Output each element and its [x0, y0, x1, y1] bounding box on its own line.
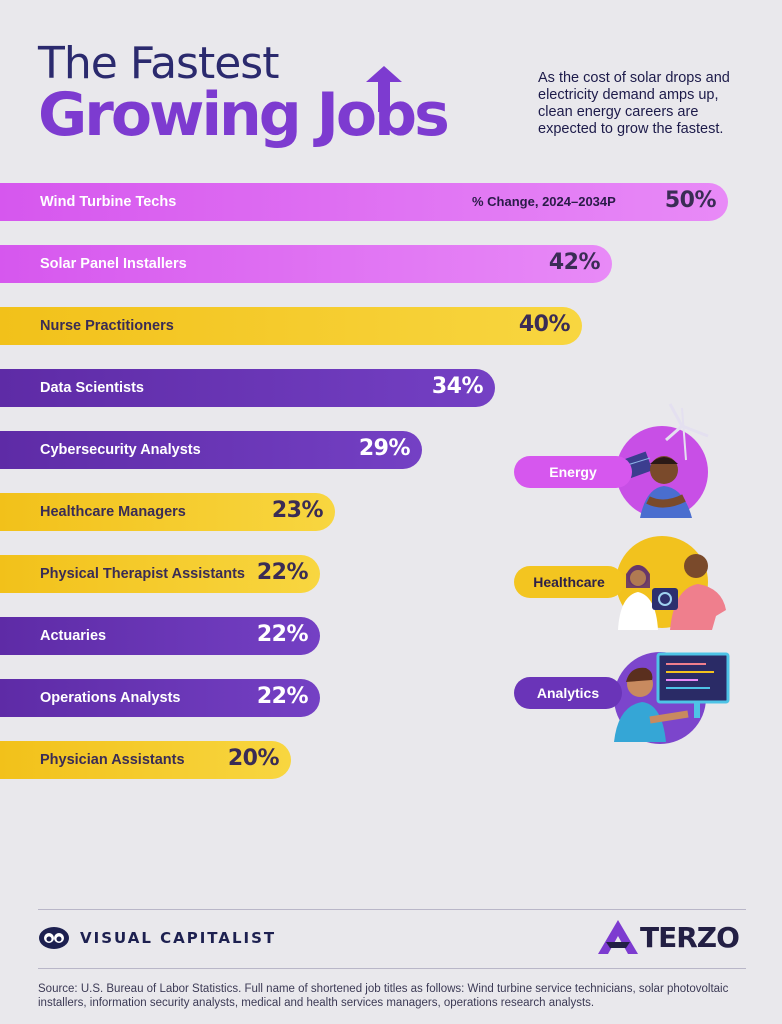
bar-healthcare-managers: Healthcare Managers 23%	[0, 493, 335, 531]
bar-cybersecurity-analysts: Cybersecurity Analysts 29%	[0, 431, 422, 469]
bar-label: Physical Therapist Assistants	[40, 566, 245, 582]
visual-capitalist-logo: VISUAL CAPITALIST	[38, 926, 276, 950]
bar-value-label: 42%	[548, 250, 601, 275]
bar-physical-therapist-assistants: Physical Therapist Assistants 22%	[0, 555, 320, 593]
legend-analytics: Analytics	[514, 677, 622, 709]
bar-label: Data Scientists	[40, 380, 144, 396]
bar-nurse-practitioners: Nurse Practitioners 40%	[0, 307, 582, 345]
bar-value-label: 22%	[256, 622, 309, 647]
bar-label: Operations Analysts	[40, 690, 181, 706]
bar-value-label: 50%	[664, 188, 717, 213]
bar-label: Healthcare Managers	[40, 504, 186, 520]
value-axis-label: % Change, 2024–2034P	[472, 194, 616, 209]
legend-healthcare: Healthcare	[514, 566, 624, 598]
bar-label: Actuaries	[40, 628, 107, 644]
healthcare-workers-illustration	[616, 536, 726, 630]
bar-label: Solar Panel Installers	[40, 256, 187, 272]
bar-label: Nurse Practitioners	[40, 318, 174, 334]
bar-operations-analysts: Operations Analysts 22%	[0, 679, 320, 717]
terzo-logo: TERZO	[598, 920, 740, 954]
visual-capitalist-wordmark: VISUAL CAPITALIST	[80, 929, 277, 947]
bar-data-scientists: Data Scientists 34%	[0, 369, 495, 407]
bar-value-label: 22%	[256, 560, 309, 585]
bar-label: Wind Turbine Techs	[40, 194, 177, 210]
bar-wind-turbine-techs: Wind Turbine Techs 50%	[0, 183, 728, 221]
bar-value-label: 34%	[431, 374, 484, 399]
terzo-wordmark: TERZO	[640, 920, 740, 954]
up-arrow-icon	[366, 66, 402, 112]
bar-label: Physician Assistants	[40, 752, 185, 768]
bar-value-label: 20%	[227, 746, 280, 771]
bar-value-label: 40%	[518, 312, 571, 337]
analytics-worker-illustration	[614, 652, 730, 744]
subtitle: As the cost of solar drops and electrici…	[538, 70, 730, 137]
bar-actuaries: Actuaries 22%	[0, 617, 320, 655]
legend-energy: Energy	[514, 456, 632, 488]
bar-value-label: 22%	[256, 684, 309, 709]
bar-value-label: 23%	[271, 498, 324, 523]
vc-emblem-icon	[39, 927, 69, 949]
bar-physician-assistants: Physician Assistants 20%	[0, 741, 291, 779]
title-line-1: The Fastest	[38, 38, 279, 89]
bar-value-label: 29%	[358, 436, 411, 461]
terzo-emblem-icon	[598, 920, 638, 954]
footer-divider-top	[38, 909, 746, 910]
footer-divider-bottom	[38, 968, 746, 969]
source-note: Source: U.S. Bureau of Labor Statistics.…	[38, 983, 729, 1009]
bar-label: Cybersecurity Analysts	[40, 442, 201, 458]
bar-solar-panel-installers: Solar Panel Installers 42%	[0, 245, 612, 283]
